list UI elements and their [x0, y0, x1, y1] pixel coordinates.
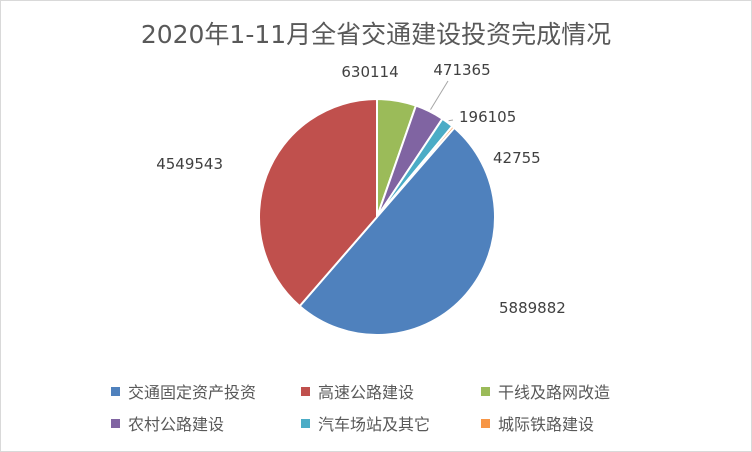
legend-label: 汽车场站及其它 — [318, 415, 431, 434]
leader-line — [430, 80, 449, 110]
legend: 交通固定资产投资 高速公路建设 干线及路网改造农村公路建设 汽车场站及其它 城际铁路建设 — [111, 379, 671, 435]
data-label-5: 196105 — [459, 108, 516, 126]
legend-swatch — [111, 418, 120, 428]
legend-swatch — [301, 386, 310, 396]
legend-item-6: 城际铁路建设 — [481, 411, 671, 435]
legend-swatch — [301, 418, 310, 428]
legend-item-2: 高速公路建设 — [301, 379, 481, 403]
data-label-3: 630114 — [341, 63, 398, 81]
pie-slice-2 — [258, 97, 378, 308]
legend-label: 高速公路建设 — [318, 383, 415, 402]
data-label-4: 471365 — [433, 61, 490, 79]
data-label-6: 42755 — [493, 149, 541, 167]
legend-item-4: 农村公路建设 — [111, 411, 301, 435]
chart-title: 2020年1-11月全省交通建设投资完成情况 — [140, 20, 612, 49]
legend-label: 城际铁路建设 — [498, 415, 595, 434]
legend-item-5: 汽车场站及其它 — [301, 411, 481, 435]
legend-swatch — [481, 386, 490, 396]
legend-label: 交通固定资产投资 — [128, 383, 257, 402]
legend-label: 农村公路建设 — [128, 415, 225, 434]
pie-slice-1 — [298, 126, 496, 336]
legend-item-3: 干线及路网改造 — [481, 379, 671, 403]
legend-swatch — [481, 418, 490, 428]
data-label-1: 5889882 — [499, 299, 566, 317]
legend-swatch — [111, 386, 120, 396]
data-label-2: 4549543 — [156, 155, 223, 173]
legend-item-1: 交通固定资产投资 — [111, 379, 301, 403]
leader-line — [448, 119, 454, 122]
legend-label: 干线及路网改造 — [498, 383, 611, 402]
